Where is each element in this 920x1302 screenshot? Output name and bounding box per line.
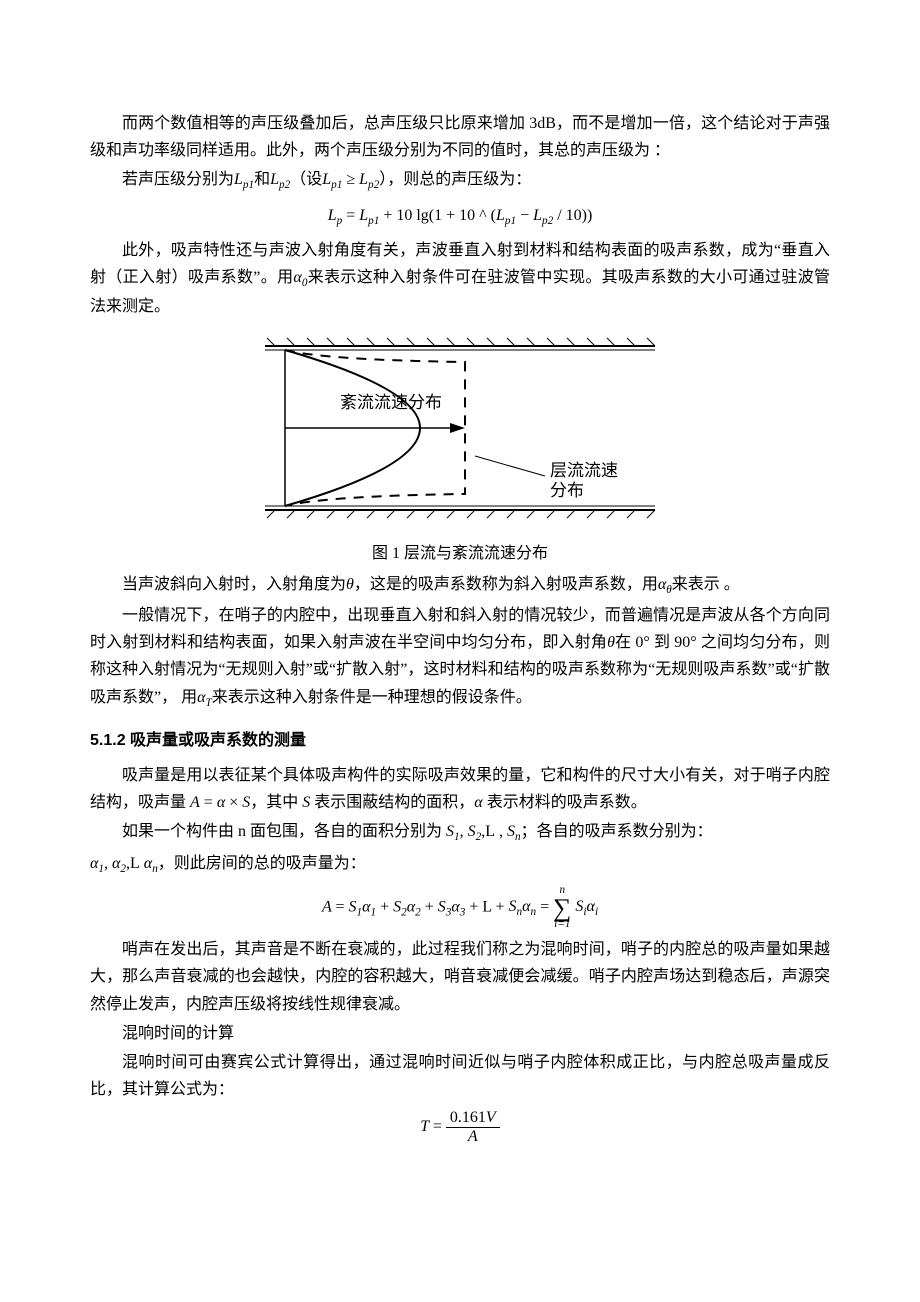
- p6d: 表示材料的吸声系数。: [487, 794, 647, 811]
- p2-mid2: （设: [290, 171, 322, 188]
- sym-theta: θ: [346, 576, 354, 593]
- para-7b: α1, α2,L αn，则此房间的总的吸声量为：: [90, 850, 830, 879]
- p5c: 来表示这种入射条件是一种理想的假设条件。: [212, 689, 532, 706]
- sym-S: S: [302, 794, 310, 811]
- p4a: 当声波斜向入射时，入射角度为: [122, 576, 346, 593]
- sym-theta2: θ: [607, 634, 615, 651]
- sym-alphaT: αT: [197, 689, 212, 706]
- p7b: ；各自的吸声系数分别为：: [521, 823, 713, 840]
- p7c: ，则此房间的总的吸声量为：: [158, 855, 366, 872]
- p2-mid1: 和: [254, 171, 270, 188]
- turbulent-label: 紊流流速分布: [340, 393, 442, 412]
- sym-ge: ≥: [342, 171, 359, 188]
- sym-alpha0: α0: [293, 269, 307, 286]
- para-8: 哨声在发出后，其声音是不断在衰减的，此过程我们称之为混响时间，哨子的内腔总的吸声…: [90, 936, 830, 1018]
- sym-alpha-theta: αθ: [658, 576, 672, 593]
- sym-alpha: α: [474, 794, 482, 811]
- p4b: ，这是的吸声系数称为斜入射吸声系数，用: [354, 576, 658, 593]
- p2-pre: 若声压级分别为: [122, 171, 234, 188]
- formula-1: Lp = Lp1 + 10 lg(1 + 10 ^ (Lp1 − Lp2 / 1…: [90, 202, 830, 231]
- formula3-den: A: [446, 1127, 500, 1146]
- sym-Lp1b: Lp1: [322, 171, 342, 188]
- p2-mid3: ），则总的声压级为：: [379, 171, 531, 188]
- sym-alist: α1, α2,L αn: [90, 855, 158, 872]
- sym-Lp2: Lp2: [270, 171, 290, 188]
- para-5: 一般情况下，在哨子的内腔中，出现垂直入射和斜入射的情况较少，而普遍情况是声波从各…: [90, 602, 830, 713]
- sym-Lp1: Lp1: [234, 171, 254, 188]
- sym-Lp2b: Lp2: [359, 171, 379, 188]
- p7a: 如果一个构件由 n 面包围，各自的面积分别为: [122, 823, 442, 840]
- p6b: ，其中: [250, 794, 298, 811]
- formula3-num: 0.161V: [446, 1109, 500, 1127]
- para-7: 如果一个构件由 n 面包围，各自的面积分别为 S1, S2,L , Sn；各自的…: [90, 818, 830, 847]
- heading-512: 5.1.2 吸声量或吸声系数的测量: [90, 727, 830, 754]
- p6c: 表示围蔽结构的面积，: [314, 794, 474, 811]
- para-4: 当声波斜向入射时，入射角度为θ，这是的吸声系数称为斜入射吸声系数，用αθ来表示 …: [90, 571, 830, 600]
- formula-2: A = S1α1 + S2α2 + S3α3 + L + Snαn = n∑i=…: [90, 885, 830, 930]
- para-1: 而两个数值相等的声压级叠加后，总声压级只比原来增加 3dB，而不是增加一倍，这个…: [90, 110, 830, 164]
- para-2: 若声压级分别为Lp1和Lp2（设Lp1 ≥ Lp2），则总的声压级为：: [90, 166, 830, 195]
- formula-3: T = 0.161V A: [90, 1109, 830, 1145]
- sym-Aeq: A = α × S: [190, 794, 250, 811]
- para-3: 此外，吸声特性还与声波入射角度有关，声波垂直入射到材料和结构表面的吸声系数，成为…: [90, 237, 830, 321]
- para-6: 吸声量是用以表征某个具体吸声构件的实际吸声效果的量，它和构件的尺寸大小有关，对于…: [90, 762, 830, 816]
- p4c: 来表示 。: [672, 576, 740, 593]
- laminar-label-2: 分布: [550, 481, 584, 500]
- para-9: 混响时间的计算: [90, 1020, 830, 1047]
- figure-1: 紊流流速分布 层流流速 分布: [90, 328, 830, 537]
- flow-diagram: 紊流流速分布 层流流速 分布: [245, 328, 675, 528]
- para-10: 混响时间可由赛宾公式计算得出，通过混响时间近似与哨子内腔体积成正比，与内腔总吸声…: [90, 1049, 830, 1103]
- sym-Slist: S1, S2,L , Sn: [446, 823, 521, 840]
- laminar-label-1: 层流流速: [550, 461, 618, 480]
- figure-caption: 图 1 层流与紊流流速分布: [90, 540, 830, 567]
